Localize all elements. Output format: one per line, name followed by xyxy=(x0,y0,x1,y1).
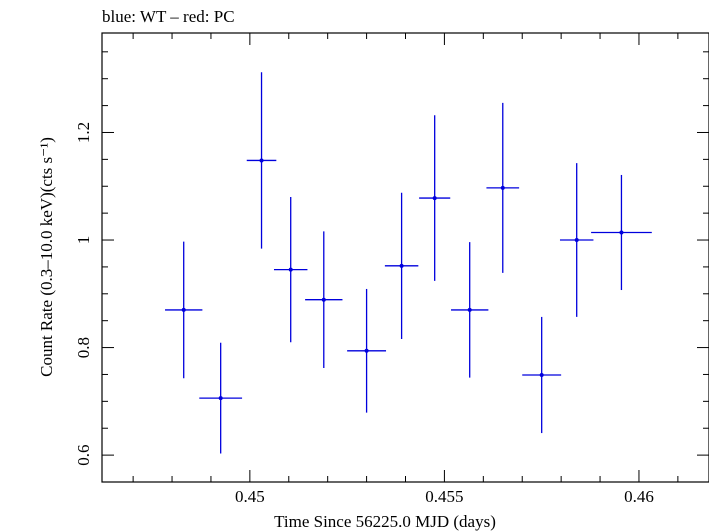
data-point xyxy=(522,316,562,434)
point-marker xyxy=(619,230,624,235)
data-point xyxy=(559,163,594,317)
point-marker xyxy=(467,307,472,312)
point-marker xyxy=(364,348,369,353)
point-marker xyxy=(432,196,437,201)
y-tick-label: 1 xyxy=(74,236,93,245)
data-point xyxy=(451,242,489,378)
point-marker xyxy=(500,185,505,190)
point-marker xyxy=(218,396,223,401)
data-point xyxy=(347,288,387,413)
y-axis-label: Count Rate (0.3–10.0 keV)(cts s⁻¹) xyxy=(37,137,56,377)
x-axis-label: Time Since 56225.0 MJD (days) xyxy=(274,512,496,531)
data-point xyxy=(305,231,343,369)
data-point xyxy=(246,72,277,249)
data-point xyxy=(486,102,520,273)
point-marker xyxy=(181,307,186,312)
data-point xyxy=(165,241,203,379)
point-marker xyxy=(321,297,326,302)
data-point xyxy=(591,174,652,291)
y-tick-label: 0.6 xyxy=(74,444,93,465)
point-marker xyxy=(399,263,404,268)
data-points xyxy=(165,72,652,454)
x-tick-label: 0.455 xyxy=(425,487,463,506)
data-point xyxy=(273,197,308,343)
point-marker xyxy=(574,238,579,243)
chart-title: blue: WT – red: PC xyxy=(102,7,235,26)
y-tick-label: 0.8 xyxy=(74,337,93,358)
data-point xyxy=(199,342,243,454)
data-point xyxy=(419,115,451,281)
x-tick-label: 0.46 xyxy=(624,487,654,506)
point-marker xyxy=(539,372,544,377)
point-marker xyxy=(259,158,264,163)
plot-frame xyxy=(101,32,709,483)
x-tick-label: 0.45 xyxy=(235,487,265,506)
y-tick-label: 1.2 xyxy=(74,122,93,143)
data-point xyxy=(384,192,419,339)
point-marker xyxy=(288,267,293,272)
axis-ticks xyxy=(102,33,709,483)
axis-tick-labels: 0.45 0.455 0.46 0.6 0.8 1 1.2 xyxy=(74,122,654,506)
